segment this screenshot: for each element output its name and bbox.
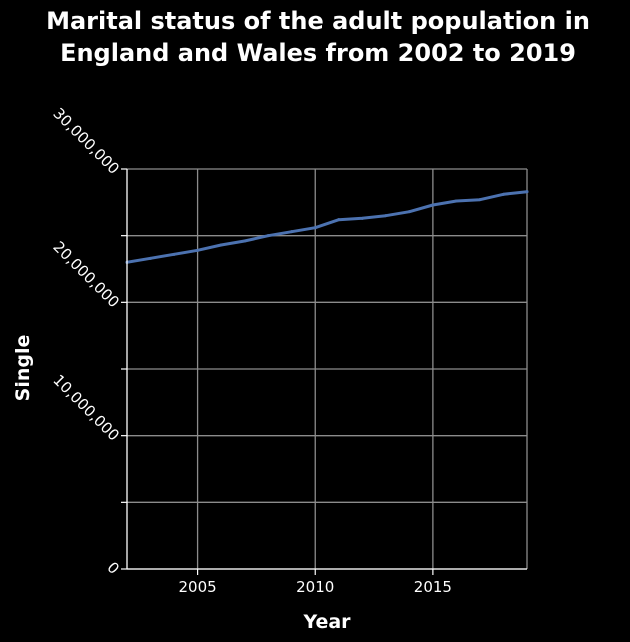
data-point (337, 218, 341, 222)
chart-title-line-2: England and Wales from 2002 to 2019 (60, 39, 576, 67)
chart-title-line-1: Marital status of the adult population i… (46, 7, 590, 35)
grid-lines (127, 168, 528, 570)
y-axis-label: Single (12, 335, 34, 402)
data-point (313, 226, 317, 230)
series-layer (125, 190, 529, 264)
data-point (149, 256, 153, 260)
x-tick-label-0: 2005 (178, 578, 216, 596)
data-point (478, 198, 482, 202)
data-point (501, 192, 505, 196)
data-point (407, 210, 411, 214)
data-point (243, 239, 247, 243)
x-axis-label: Year (302, 611, 351, 633)
data-point (525, 190, 529, 194)
data-point (290, 230, 294, 234)
data-point (431, 203, 435, 207)
data-point (360, 216, 364, 220)
data-point (196, 248, 200, 252)
x-tick-label-2: 2015 (414, 578, 452, 596)
x-tick-label-1: 2010 (296, 578, 334, 596)
data-point (454, 199, 458, 203)
data-point (384, 214, 388, 218)
data-point (266, 234, 270, 238)
data-point (172, 252, 176, 256)
series-line-0 (125, 190, 529, 264)
data-point (219, 243, 223, 247)
